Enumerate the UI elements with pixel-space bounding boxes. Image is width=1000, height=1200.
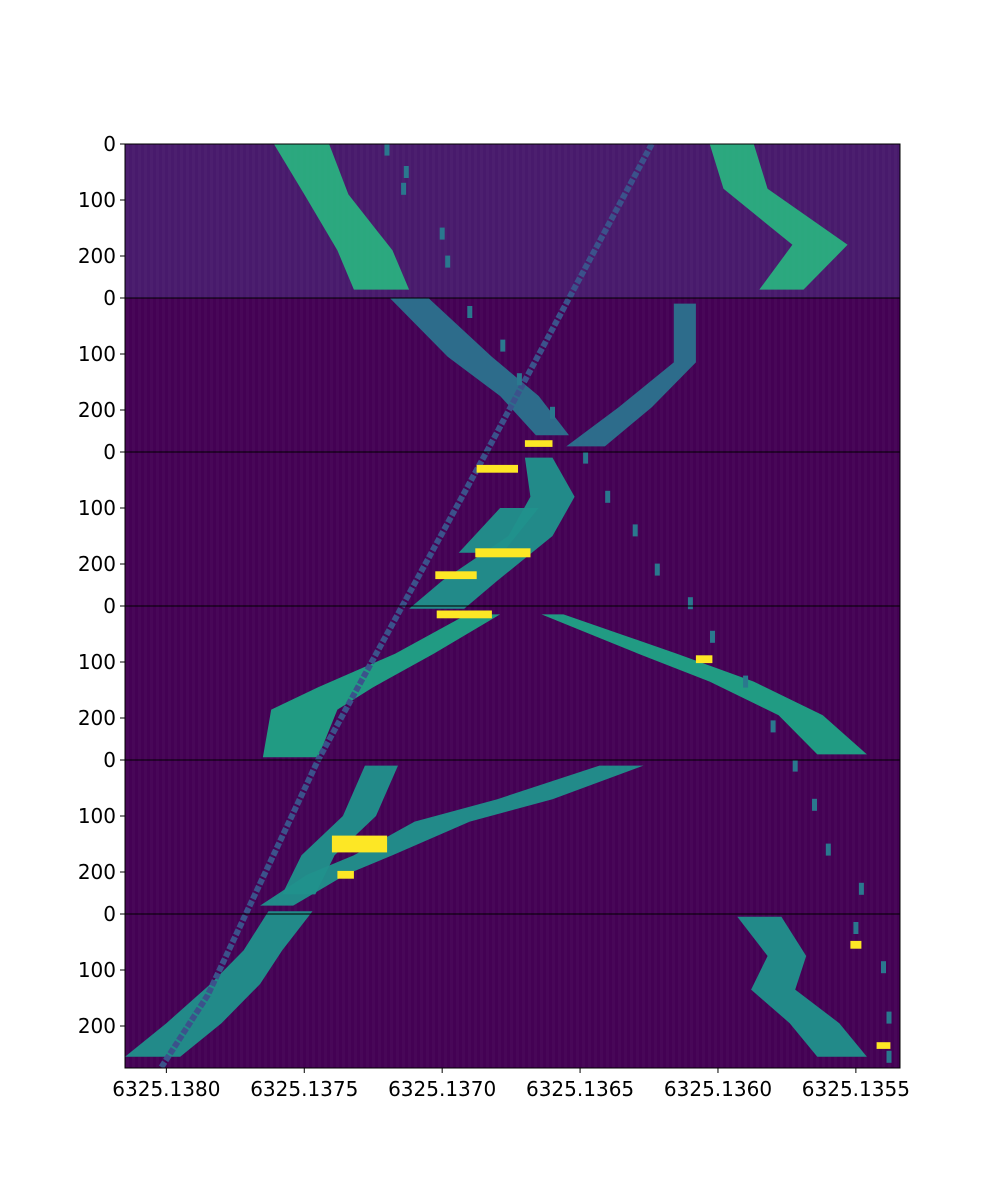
feature-upper-right-branch: [709, 144, 848, 290]
panel-5-noise: [125, 760, 900, 914]
panel-2-y-tick-label-200: 200: [78, 398, 116, 422]
panel-4-y-tick-label-200: 200: [78, 706, 116, 730]
feature-bright-highlights-5: [695, 655, 713, 664]
panel-5-y-tick-label-0: 0: [103, 748, 116, 772]
panel-4-y-tick-label-0: 0: [103, 594, 116, 618]
feature-dotted-track-upper-dot-22: [881, 961, 886, 974]
feature-upper-left-branch: [273, 144, 410, 290]
panel-2-y-tick-label-100: 100: [78, 342, 116, 366]
feature-dotted-track-upper-dot-0: [384, 144, 390, 156]
feature-dotted-track-upper-dot-6: [500, 339, 506, 352]
feature-dotted-track-upper-dot-15: [743, 675, 749, 688]
feature-dotted-track-upper-dot-9: [583, 451, 589, 464]
feature-panel-2-right-arm: [566, 303, 696, 447]
feature-dotted-track-upper-dot-5: [467, 306, 473, 318]
feature-dotted-track-upper-dot-19: [825, 843, 831, 856]
panel-2-y-tick-label-0: 0: [103, 286, 116, 310]
feature-dotted-track-upper-dot-8: [550, 406, 555, 419]
panel-frames: [124, 143, 901, 1069]
panel-4-noise: [125, 606, 900, 760]
feature-dotted-track-upper-dot-20: [858, 882, 864, 895]
feature-dotted-track-upper-dot-24: [886, 1050, 892, 1063]
feature-panel-2-left-arm: [389, 298, 569, 436]
feature-panel-3-branches: [409, 457, 575, 609]
feature-bright-highlights-4: [436, 610, 492, 619]
feature-bright-highlights-6: [331, 835, 388, 853]
panel-5-y-tick-label-200: 200: [78, 860, 116, 884]
feature-panel-4-left-arm: [262, 614, 501, 758]
feature-panel-6-left-arm: [125, 911, 313, 1057]
feature-panel-6-right-arm: [737, 916, 867, 1057]
panel-3-y-tick-label-200: 200: [78, 552, 116, 576]
panel-1-y-tick-label-200: 200: [78, 244, 116, 268]
feature-dotted-track-upper-dot-10: [605, 490, 611, 503]
panel-6-y-tick-label-0: 0: [103, 902, 116, 926]
panel-4-y-tick-label-100: 100: [78, 650, 116, 674]
feature-panel-3-lower-arm: [458, 508, 539, 553]
panel-1-y-tick-label-0: 0: [103, 132, 116, 156]
feature-dotted-track-upper-dot-18: [812, 798, 817, 811]
y-axes: 0 100 200 0 100 200 0 100 200 0 100 200 0 100 200 0 100 2…: [78, 132, 125, 1038]
panel-6-frame: [124, 913, 901, 1069]
feature-dotted-track-upper-dot-21: [853, 922, 859, 934]
feature-bright-highlights-2: [475, 548, 531, 558]
feature-bright-highlights-1: [476, 464, 518, 473]
feature-panel-4-right-arm: [541, 614, 867, 755]
x-axis: 6325.1380 6325.1375 6325.1370 6325.1365 6325…: [112, 1068, 910, 1101]
feature-panel-5-left-arm: [282, 765, 398, 895]
feature-dotted-track-upper-dot-12: [654, 563, 660, 576]
feature-dotted-track-upper-dot-4: [445, 255, 451, 268]
panel-6-y-tick-label-200: 200: [78, 1014, 116, 1038]
feature-dotted-track-upper-dot-14: [710, 630, 715, 643]
feature-dotted-track-upper-dot-3: [439, 227, 445, 240]
panel-1-y-tick-label-100: 100: [78, 188, 116, 212]
panel-5-y-tick-label-100: 100: [78, 804, 116, 828]
feature-dotted-track-upper-dot-23: [886, 1011, 892, 1024]
feature-dotted-track-upper-dot-1: [403, 166, 409, 178]
feature-dotted-track-upper-dot-2: [401, 182, 407, 195]
feature-bright-highlights-3: [435, 571, 477, 580]
feature-bright-highlights-0: [524, 440, 553, 447]
feature-dotted-track-upper-dot-16: [770, 720, 776, 733]
feature-dotted-track-upper-dot-17: [792, 759, 798, 772]
feature-dotted-track-upper-dot-11: [632, 524, 638, 537]
feature-dotted-track-upper-dot-7: [516, 373, 522, 386]
x-tick-label-2: 6325.1370: [388, 1077, 496, 1101]
feature-bright-highlights-9: [876, 1042, 891, 1049]
x-tick-label-4: 6325.1360: [664, 1077, 772, 1101]
panel-3-y-tick-label-0: 0: [103, 440, 116, 464]
x-tick-label-5: 6325.1355: [802, 1077, 910, 1101]
x-tick-label-3: 6325.1365: [526, 1077, 634, 1101]
panel-6-y-tick-label-100: 100: [78, 958, 116, 982]
feature-bright-highlights-7: [337, 870, 354, 879]
x-tick-label-1: 6325.1375: [250, 1077, 358, 1101]
panel-3-y-tick-label-100: 100: [78, 496, 116, 520]
feature-bright-highlights-8: [850, 940, 862, 949]
feature-dotted-track-upper-dot-13: [687, 597, 693, 610]
x-tick-label-0: 6325.1380: [112, 1077, 220, 1101]
